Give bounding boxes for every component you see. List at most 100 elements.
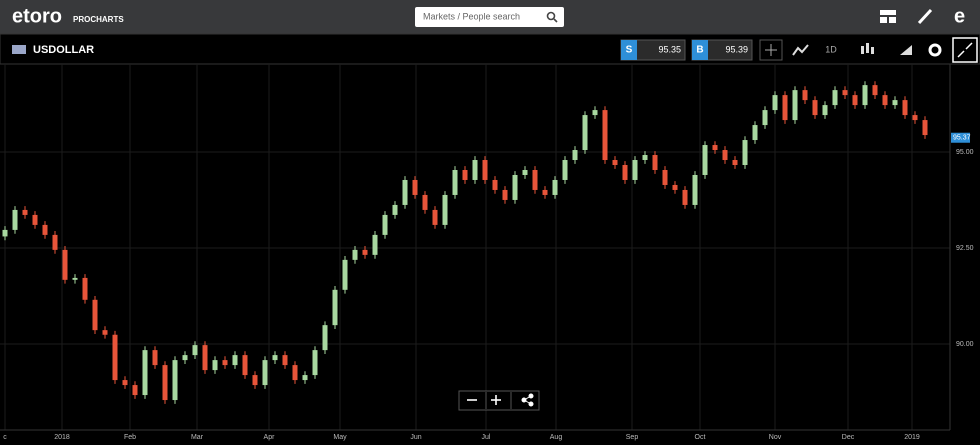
candle-body: [552, 179, 558, 195]
candle-body: [312, 350, 318, 376]
x-tick-label: 2019: [904, 434, 920, 441]
candle-body: [812, 100, 818, 116]
candle-body: [572, 150, 578, 161]
collapse-icon: [957, 42, 973, 58]
candle-body: [642, 155, 648, 161]
candle-body: [302, 375, 308, 381]
candle-body: [672, 184, 678, 190]
x-tick-label: Oct: [695, 434, 706, 441]
candle-body: [842, 90, 848, 96]
y-tick-label: 92.50: [956, 245, 974, 252]
settings-icon[interactable]: [928, 43, 942, 57]
candle-body: [212, 360, 218, 371]
candle-body: [262, 360, 268, 386]
candle-body: [202, 345, 208, 371]
candle-body: [772, 95, 778, 111]
sell-price: 95.35: [658, 44, 681, 54]
edit-icon[interactable]: [917, 8, 933, 25]
buy-price: 95.39: [725, 44, 748, 54]
candle-body: [872, 85, 878, 96]
collapse-button[interactable]: [952, 37, 978, 63]
candle-body: [902, 100, 908, 116]
candle-body: [352, 249, 358, 260]
candle-body: [112, 334, 118, 381]
candle-body: [732, 160, 738, 166]
toolbar: [0, 33, 980, 65]
share-button[interactable]: [521, 393, 534, 407]
crosshair-button[interactable]: [759, 39, 783, 61]
chart-type-icon[interactable]: [792, 44, 809, 56]
sell-label: S: [626, 45, 633, 56]
candle-body: [632, 160, 638, 180]
candle-body: [392, 204, 398, 215]
zoom-in-button[interactable]: [491, 395, 501, 405]
candle-body: [12, 209, 18, 230]
candle-body: [442, 194, 448, 225]
candle-body: [652, 155, 658, 170]
x-tick-label: Apr: [264, 434, 276, 441]
candle-body: [482, 160, 488, 180]
candle-body: [232, 355, 238, 366]
layout-icon[interactable]: [880, 10, 896, 23]
candle-body: [922, 120, 928, 136]
candle-body: [342, 259, 348, 290]
y-tick-label: 90.00: [956, 341, 974, 348]
candle-body: [22, 209, 28, 215]
candle-body: [822, 105, 828, 116]
search-box[interactable]: [415, 7, 564, 27]
candle-body: [272, 355, 278, 361]
last-price-tag: [951, 132, 970, 143]
x-tick-label: c: [3, 434, 7, 441]
candle-body: [832, 90, 838, 106]
candle-body: [492, 179, 498, 190]
candle-icon[interactable]: [861, 43, 874, 54]
candle-body: [182, 355, 188, 361]
candle-body: [222, 360, 228, 366]
candle-body: [422, 194, 428, 210]
candle-body: [742, 140, 748, 166]
candle-body: [802, 90, 808, 101]
candle-body: [192, 345, 198, 356]
buy-tag: [692, 40, 708, 60]
draw-icon[interactable]: [900, 45, 912, 55]
candle-body: [402, 179, 408, 205]
logo: etoro: [12, 5, 62, 27]
candle-body: [282, 355, 288, 366]
flag-icon: [12, 45, 26, 54]
y-tick-label: 95.00: [956, 149, 974, 156]
candle-body: [82, 277, 88, 300]
candle-body: [472, 160, 478, 180]
candle-body: [502, 189, 508, 200]
candle-body: [172, 360, 178, 401]
candle-body: [432, 209, 438, 225]
candle-body: [592, 110, 598, 116]
candle-body: [372, 234, 378, 255]
sell-tag: [621, 40, 637, 60]
x-tick-label: Aug: [550, 434, 563, 441]
candle-body: [142, 350, 148, 396]
candle-body: [582, 115, 588, 151]
candle-body: [152, 350, 158, 366]
candle-body: [332, 289, 338, 326]
x-tick-label: Mar: [191, 434, 204, 441]
candle-body: [362, 249, 368, 255]
candle-body: [382, 214, 388, 235]
buy-label: B: [696, 45, 703, 56]
candle-body: [162, 365, 168, 401]
x-tick-label: May: [333, 434, 347, 441]
candle-body: [542, 189, 548, 195]
candle-body: [782, 95, 788, 121]
candle-body: [752, 125, 758, 141]
profile-icon[interactable]: e: [954, 5, 965, 27]
x-tick-label: Jul: [482, 434, 491, 441]
candle-body: [712, 145, 718, 151]
candle-body: [132, 385, 138, 396]
candle-body: [852, 95, 858, 106]
candle-body: [292, 365, 298, 381]
candle-body: [702, 145, 708, 175]
candle-body: [882, 95, 888, 106]
candle-body: [32, 214, 38, 225]
timeframe[interactable]: 1D: [825, 44, 837, 54]
candle-body: [692, 174, 698, 205]
